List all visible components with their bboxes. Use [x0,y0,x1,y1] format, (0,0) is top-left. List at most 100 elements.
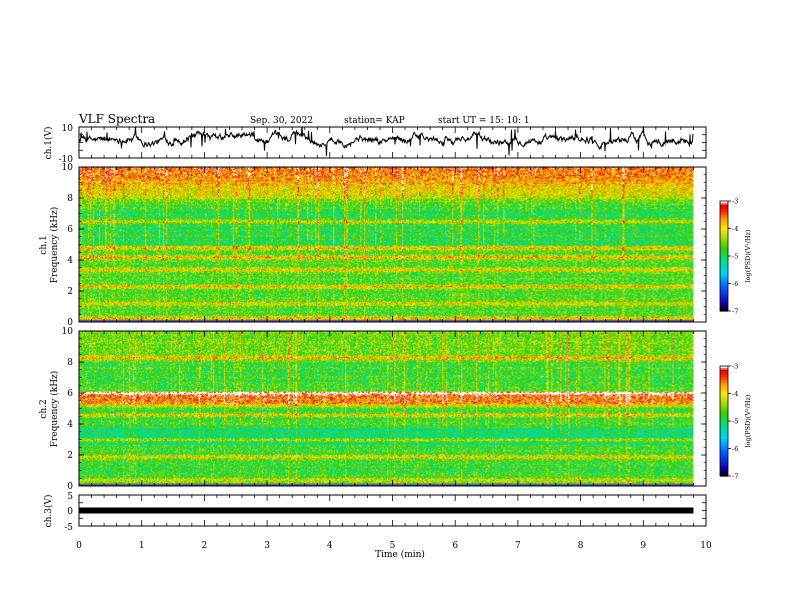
colorbar-tick-label: -3 [732,363,738,371]
freq-tick-label: 8 [67,194,73,204]
colorbar-swatch [720,257,728,261]
colorbar-swatch [720,268,728,272]
colorbar-swatch [720,410,728,413]
freq-tick-label: 6 [67,389,73,399]
colorbar-swatch [720,296,728,299]
colorbar-tick-label: -7 [732,308,738,316]
colorbar-swatch [720,241,728,244]
ch1-spec-ylabel-line2: Frequency (kHz) [49,207,60,284]
colorbar-swatch [720,455,728,459]
colorbar-swatch [720,430,728,433]
colorbar-swatch [720,228,728,231]
colorbar-swatch [720,461,728,464]
colorbar-swatch [720,265,728,268]
colorbar-swatch [720,439,728,442]
colorbar-swatch [720,270,728,274]
colorbar-swatch [720,441,728,444]
time-tick-label: 3 [264,541,270,551]
ch3-trace-line [79,507,694,514]
colorbar-swatch [720,307,728,310]
colorbar-swatch [720,272,728,275]
time-tick-label: 9 [640,541,646,551]
colorbar-swatch [720,443,728,446]
colorbar-swatch [720,426,728,429]
colorbar-swatch [720,305,728,308]
colorbar-swatch [720,432,728,435]
colorbar-swatch [720,400,728,404]
colorbar-swatch [720,300,728,303]
colorbar-tick-label: -5 [732,418,738,426]
colorbar-swatch [720,259,728,263]
colorbar-swatch [720,437,728,440]
freq-tick-label: 10 [62,163,74,173]
colorbar-tick-label: -4 [732,225,738,233]
freq-tick-label: 10 [62,327,74,337]
ch1-spectrogram-image [79,167,694,322]
time-tick-label: 2 [202,541,208,551]
freq-tick-label: 8 [67,358,73,368]
colorbar-swatch [720,377,728,380]
colorbar-swatch [720,366,728,369]
colorbar-swatch [720,393,728,396]
colorbar-swatch [720,474,728,477]
colorbar-swatch [720,204,728,208]
colorbar-swatch [720,419,728,422]
colorbar-tick-label: -3 [732,198,738,206]
colorbar-swatch [720,406,728,409]
colorbar-swatch [720,230,728,233]
colorbar-label: log(PSD)(V²/Hz) [744,394,752,447]
ch2-spectrogram-panel: 0 2 4 6 8 10 ch.2 Frequency (kHz) -3 -4 -5 -6 -7 l… [39,327,752,492]
ch3-ytick-top: 5 [67,492,73,502]
colorbar-swatch [720,208,728,211]
colorbar-swatch [720,250,728,253]
ch3-ytick-bottom: -5 [64,523,73,533]
time-axis-label: Time (min) [375,549,425,560]
colorbar-swatch [720,428,728,431]
colorbar-swatch [720,290,728,294]
colorbar-swatch [720,369,728,373]
colorbar-swatch [720,404,728,407]
colorbar-swatch [720,448,728,451]
colorbar-swatch [720,444,728,448]
ch3-ytick-mid: 0 [67,507,73,517]
time-tick-label: 5 [390,541,396,551]
colorbar-swatch [720,219,728,222]
station-label: station= KAP [344,116,405,126]
colorbar-swatch [720,301,728,305]
colorbar-swatch [720,213,728,217]
colorbar-swatch [720,421,728,424]
colorbar-swatch [720,415,728,418]
colorbar-swatch [720,446,728,450]
colorbar-tick-label: -6 [732,280,738,288]
colorbar-swatch [720,435,728,439]
colorbar-swatch [720,276,728,279]
colorbar-swatch [720,470,728,473]
colorbar-swatch [720,232,728,235]
colorbar-swatch [720,245,728,248]
ch1-ytick-top: 10 [62,124,74,134]
colorbar-swatch [720,221,728,224]
colorbar-swatch [720,397,728,400]
ch1-waveform-panel: 10 -10 ch.1(V) [43,124,707,165]
colorbar-swatch [720,463,728,466]
colorbar-tick-label: -4 [732,390,738,398]
colorbar-swatch [720,466,728,470]
colorbar-swatch [720,224,728,228]
freq-tick-label: 0 [67,482,73,492]
colorbar-swatch [720,235,728,239]
colorbar-swatch [720,254,728,257]
colorbar-swatch [720,289,728,292]
colorbar-swatch [720,281,728,285]
colorbar-swatch [720,367,728,371]
colorbar-swatch [720,411,728,415]
colorbar-swatch [720,217,728,220]
colorbar-swatch [720,386,728,389]
colorbar-swatch [720,408,728,411]
colorbar-swatch [720,256,728,259]
freq-tick-label: 4 [67,256,73,266]
ch1-ylabel: ch.1(V) [43,127,54,160]
colorbar-swatch [720,459,728,462]
ch2-spectrogram-image [79,331,694,486]
ch2-colorbar: -3 -4 -5 -6 -7 log(PSD)(V²/Hz) [719,363,752,481]
